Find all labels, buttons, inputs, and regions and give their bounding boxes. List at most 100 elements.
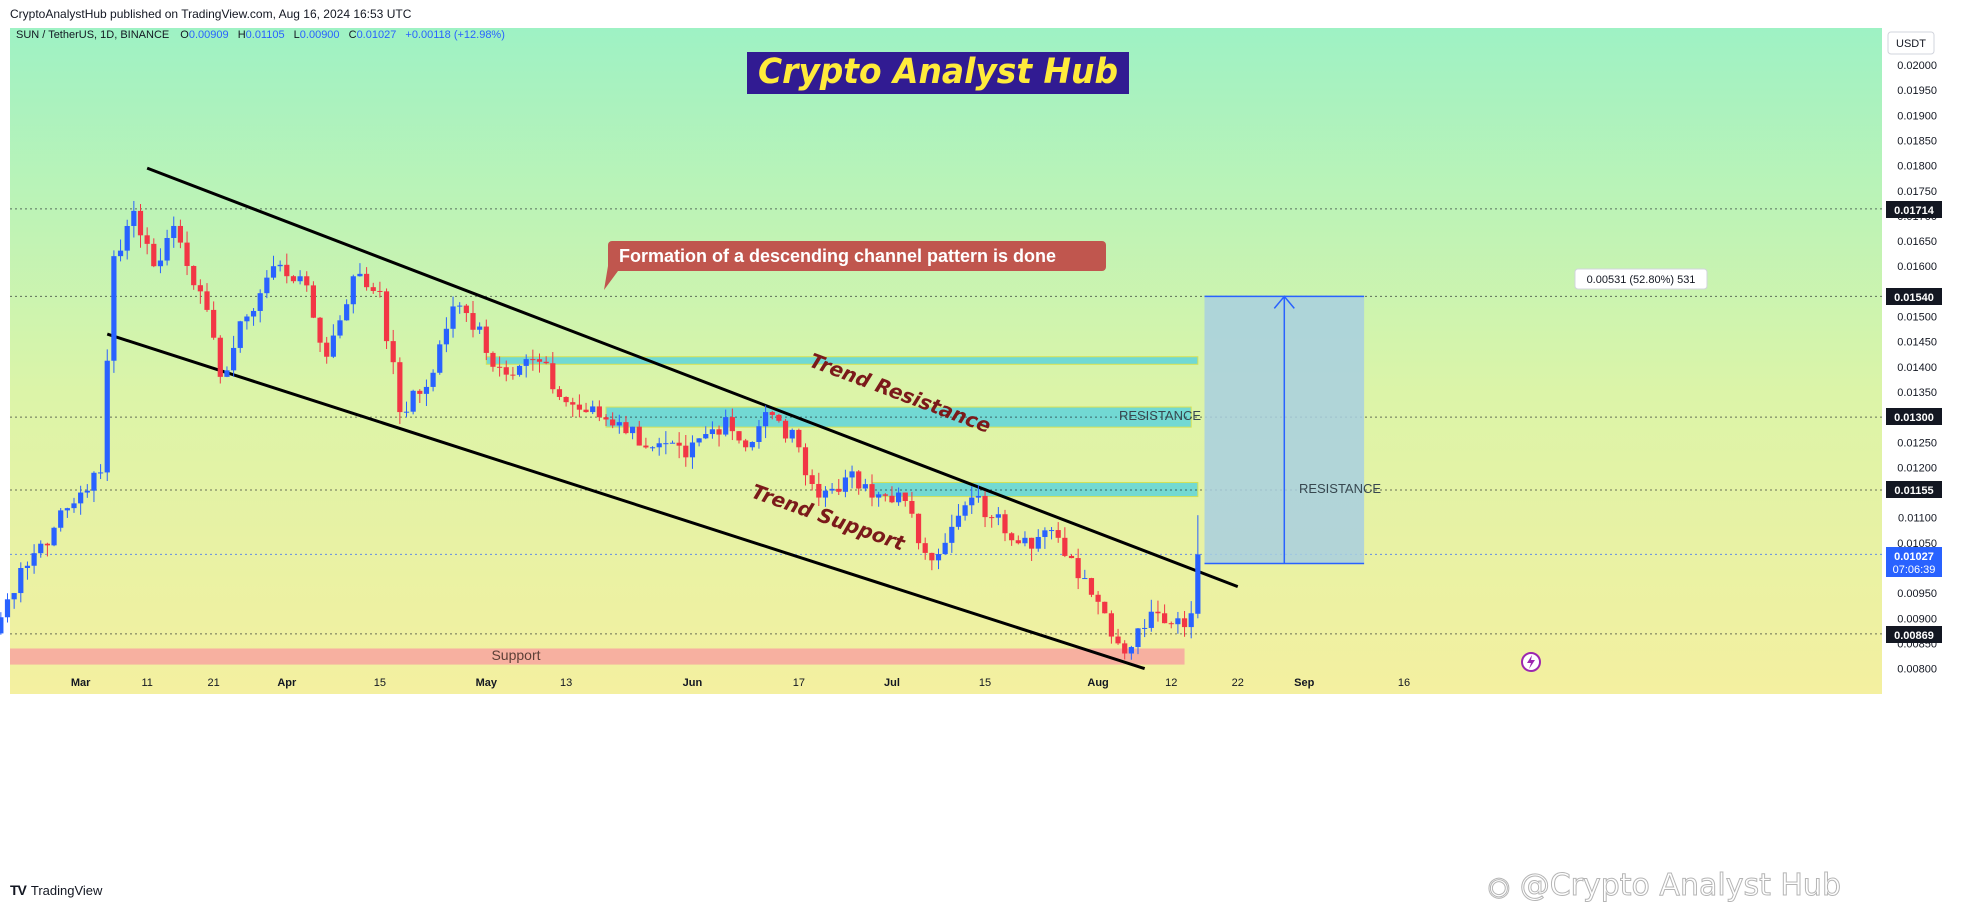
candle-down[interactable]: [836, 488, 842, 492]
candle-down[interactable]: [1015, 540, 1021, 544]
candle-up[interactable]: [257, 293, 263, 311]
candle-up[interactable]: [1042, 530, 1048, 537]
candle-up[interactable]: [969, 497, 975, 506]
candle-down[interactable]: [1155, 611, 1161, 614]
candle-down[interactable]: [729, 417, 735, 432]
candle-up[interactable]: [995, 514, 1001, 518]
candle-down[interactable]: [556, 389, 563, 397]
candle-down[interactable]: [137, 210, 144, 236]
candle-up[interactable]: [789, 429, 795, 439]
candle-down[interactable]: [603, 417, 609, 420]
resistance-zone[interactable]: [485, 356, 1199, 365]
candle-down[interactable]: [716, 429, 722, 435]
candle-down[interactable]: [1095, 594, 1101, 602]
candle-down[interactable]: [197, 285, 203, 292]
candle-up[interactable]: [1175, 618, 1181, 625]
candle-up[interactable]: [344, 304, 350, 321]
candle-down[interactable]: [676, 442, 682, 446]
candle-down[interactable]: [882, 494, 888, 496]
candle-down[interactable]: [1181, 618, 1188, 628]
candle-down[interactable]: [417, 390, 423, 394]
candle-up[interactable]: [656, 443, 662, 448]
candle-down[interactable]: [191, 265, 197, 286]
candle-down[interactable]: [217, 337, 223, 377]
candle-up[interactable]: [11, 593, 17, 600]
candle-up[interactable]: [0, 617, 4, 634]
candle-up[interactable]: [430, 372, 436, 387]
candle-down[interactable]: [576, 404, 582, 410]
candle-down[interactable]: [463, 305, 469, 314]
price-chart[interactable]: 0.02000 0.01950 0.01900 0.01850 0.01800 0.017…: [0, 28, 1961, 876]
candle-down[interactable]: [782, 420, 789, 439]
candle-up[interactable]: [630, 426, 636, 434]
candle-up[interactable]: [244, 316, 250, 322]
candle-up[interactable]: [270, 266, 277, 278]
candle-down[interactable]: [177, 225, 183, 243]
candle-down[interactable]: [736, 431, 742, 441]
candle-down[interactable]: [570, 402, 576, 405]
candle-down[interactable]: [563, 396, 569, 403]
candle-up[interactable]: [1195, 554, 1201, 614]
candle-down[interactable]: [643, 445, 649, 448]
candle-up[interactable]: [250, 310, 257, 317]
chart-area[interactable]: 0.02000 0.01950 0.01900 0.01850 0.01800 0.017…: [0, 28, 1961, 876]
candle-down[interactable]: [929, 552, 935, 561]
candle-up[interactable]: [104, 360, 110, 473]
candle-up[interactable]: [1135, 628, 1141, 648]
candle-up[interactable]: [111, 256, 117, 361]
candle-up[interactable]: [64, 508, 70, 511]
candle-up[interactable]: [1082, 578, 1088, 580]
candle-up[interactable]: [330, 335, 336, 357]
candle-up[interactable]: [24, 565, 31, 568]
candle-down[interactable]: [902, 492, 908, 502]
candle-down[interactable]: [596, 406, 602, 418]
candle-down[interactable]: [470, 313, 476, 330]
resistance-zone[interactable]: [605, 406, 1192, 428]
candle-up[interactable]: [124, 225, 130, 251]
candle-up[interactable]: [84, 490, 90, 493]
candle-down[interactable]: [1088, 578, 1095, 595]
candle-down[interactable]: [796, 429, 802, 448]
candle-up[interactable]: [849, 471, 855, 478]
candle-up[interactable]: [117, 250, 124, 257]
candle-down[interactable]: [1062, 537, 1068, 556]
measure-label[interactable]: 0.00531 (52.80%) 531: [1574, 268, 1708, 290]
candle-down[interactable]: [982, 495, 988, 518]
candle-up[interactable]: [98, 472, 104, 474]
candle-up[interactable]: [171, 225, 177, 239]
candle-up[interactable]: [91, 472, 97, 491]
candle-up[interactable]: [955, 515, 962, 527]
candle-down[interactable]: [530, 359, 536, 361]
trend-support-line[interactable]: [106, 332, 1146, 671]
candle-up[interactable]: [437, 344, 443, 373]
candle-down[interactable]: [1122, 643, 1128, 654]
candle-up[interactable]: [443, 328, 449, 345]
candle-down[interactable]: [503, 367, 509, 375]
candle-up[interactable]: [649, 447, 656, 449]
candle-up[interactable]: [763, 412, 769, 427]
candle-down[interactable]: [989, 517, 995, 519]
candle-up[interactable]: [410, 390, 416, 412]
candle-up[interactable]: [523, 359, 529, 366]
candle-up[interactable]: [590, 406, 596, 413]
candle-up[interactable]: [357, 273, 363, 277]
candle-up[interactable]: [842, 477, 848, 492]
alert-icon[interactable]: [1521, 652, 1541, 672]
candle-up[interactable]: [709, 429, 715, 435]
candle-down[interactable]: [184, 242, 190, 266]
candle-down[interactable]: [1108, 613, 1114, 637]
currency-button[interactable]: USDT: [1887, 31, 1935, 55]
price-axis[interactable]: [1882, 28, 1961, 694]
candle-down[interactable]: [776, 414, 782, 421]
candle-up[interactable]: [949, 526, 955, 543]
candle-up[interactable]: [4, 599, 11, 618]
candle-down[interactable]: [583, 409, 589, 413]
candle-down[interactable]: [816, 483, 822, 498]
candle-up[interactable]: [962, 505, 968, 516]
candle-down[interactable]: [1168, 623, 1174, 625]
candle-up[interactable]: [157, 260, 164, 267]
candle-down[interactable]: [324, 342, 330, 357]
candle-down[interactable]: [151, 243, 157, 267]
candle-down[interactable]: [377, 290, 383, 292]
candle-down[interactable]: [543, 361, 549, 364]
